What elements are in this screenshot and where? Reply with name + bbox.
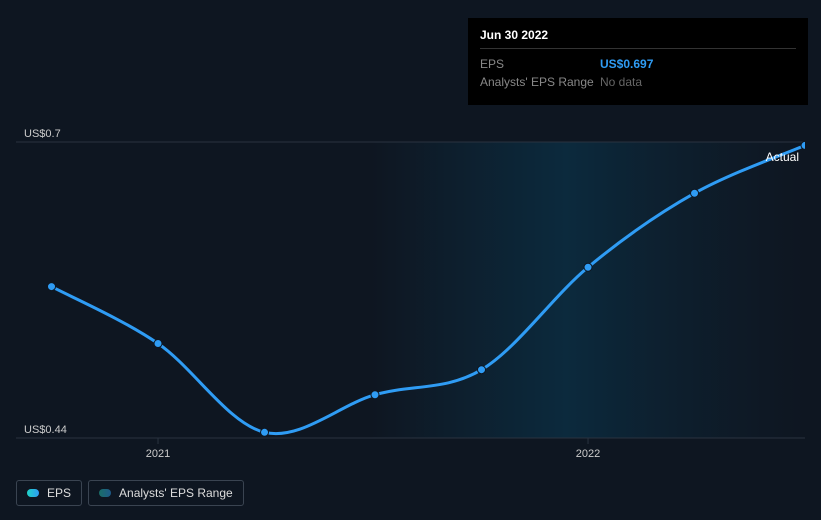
legend-swatch-icon <box>27 489 39 497</box>
tooltip-label: EPS <box>480 55 600 73</box>
chart-container: Actual Jun 30 2022 EPS US$0.697 Analysts… <box>16 16 805 504</box>
chart-legend: EPS Analysts' EPS Range <box>16 480 244 506</box>
tooltip-row-range: Analysts' EPS Range No data <box>480 73 796 91</box>
legend-label: Analysts' EPS Range <box>119 486 233 500</box>
x-axis-tick-label: 2022 <box>576 448 600 460</box>
tooltip-value: US$0.697 <box>600 55 653 73</box>
tooltip-value: No data <box>600 73 642 91</box>
legend-item-eps[interactable]: EPS <box>16 480 82 506</box>
chart-tooltip: Jun 30 2022 EPS US$0.697 Analysts' EPS R… <box>468 18 808 105</box>
y-axis-tick-label: US$0.44 <box>24 424 67 436</box>
y-axis-tick-label: US$0.7 <box>24 128 61 140</box>
x-axis-tick-label: 2021 <box>146 448 170 460</box>
actual-region-label: Actual <box>766 150 799 164</box>
legend-label: EPS <box>47 486 71 500</box>
tooltip-label: Analysts' EPS Range <box>480 73 600 91</box>
legend-item-analysts-range[interactable]: Analysts' EPS Range <box>88 480 244 506</box>
tooltip-row-eps: EPS US$0.697 <box>480 55 796 73</box>
legend-swatch-icon <box>99 489 111 497</box>
tooltip-date: Jun 30 2022 <box>480 28 796 49</box>
